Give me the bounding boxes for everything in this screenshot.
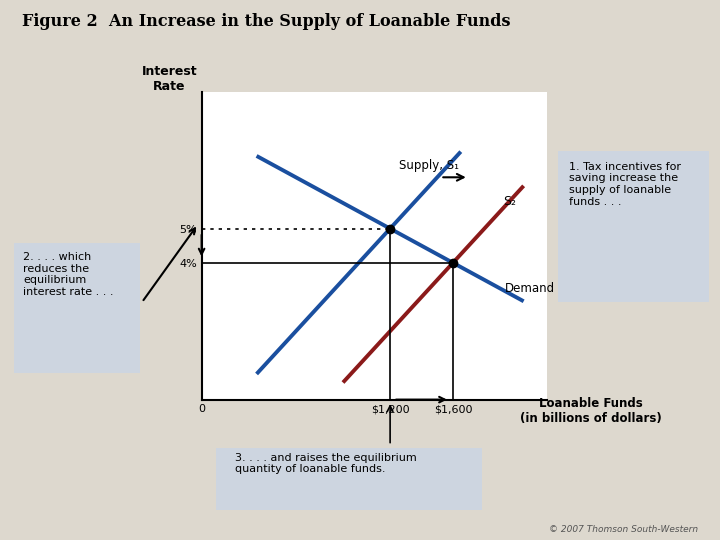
Text: S₂: S₂ [503, 195, 516, 208]
Text: Demand: Demand [505, 282, 555, 295]
Text: Loanable Funds
(in billions of dollars): Loanable Funds (in billions of dollars) [520, 397, 661, 425]
Text: © 2007 Thomson South-Western: © 2007 Thomson South-Western [549, 524, 698, 534]
Text: 1. Tax incentives for
saving increase the
supply of loanable
funds . . .: 1. Tax incentives for saving increase th… [569, 162, 680, 207]
Text: Interest
Rate: Interest Rate [141, 65, 197, 93]
Text: 3. . . . and raises the equilibrium
quantity of loanable funds.: 3. . . . and raises the equilibrium quan… [235, 453, 416, 474]
Text: Figure 2  An Increase in the Supply of Loanable Funds: Figure 2 An Increase in the Supply of Lo… [22, 14, 510, 30]
Text: 2. . . . which
reduces the
equilibrium
interest rate . . .: 2. . . . which reduces the equilibrium i… [23, 252, 114, 297]
Text: Supply, S₁: Supply, S₁ [400, 159, 459, 172]
